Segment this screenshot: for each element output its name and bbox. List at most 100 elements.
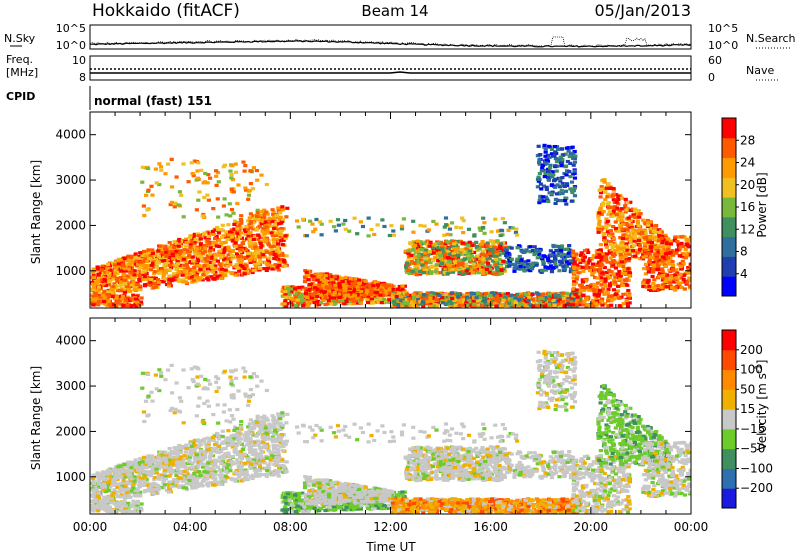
- power-cell: [323, 281, 328, 286]
- power-cell: [330, 275, 335, 279]
- power-cell: [411, 245, 417, 249]
- power-cell: [491, 259, 496, 263]
- power-cell: [387, 291, 392, 295]
- power-cell: [391, 300, 396, 304]
- power-cell: [142, 274, 147, 279]
- power-cell: [137, 303, 142, 307]
- power-cell: [271, 248, 277, 252]
- power-cell: [105, 277, 110, 281]
- power-cell: [622, 267, 627, 272]
- power-cell: [465, 254, 470, 258]
- power-cell: [453, 298, 458, 302]
- power-cell: [526, 298, 531, 303]
- power-cell: [549, 152, 554, 156]
- power-cell: [574, 277, 579, 281]
- power-cell: [217, 244, 222, 249]
- power-cell: [139, 260, 144, 264]
- power-cell: [466, 244, 471, 248]
- power-cell: [120, 297, 125, 301]
- power-cell: [592, 282, 597, 287]
- power-cell: [245, 227, 250, 231]
- power-cell: [515, 296, 520, 300]
- power-cell: [181, 255, 186, 259]
- power-cell: [553, 157, 558, 161]
- power-cell: [219, 276, 224, 280]
- power-cell: [213, 270, 218, 274]
- power-cell: [470, 271, 475, 275]
- power-cell: [328, 291, 333, 295]
- power-cell: [400, 287, 405, 291]
- power-cell: [239, 267, 244, 271]
- noise-tick-right-top: 10^5: [708, 22, 738, 35]
- power-cell: [333, 285, 338, 289]
- power-cell: [378, 293, 383, 297]
- power-cell: [530, 267, 535, 271]
- power-cell: [132, 269, 137, 273]
- power-cell: [623, 251, 629, 255]
- power-cell: [554, 160, 560, 164]
- power-cell: [261, 226, 266, 230]
- power-cell: [596, 216, 601, 220]
- noise-tick-right-bottom: 10^0: [708, 39, 738, 52]
- power-cell: [450, 293, 455, 297]
- power-cell: [462, 250, 467, 255]
- power-cell: [565, 254, 570, 258]
- power-cell: [349, 294, 354, 298]
- power-cell: [138, 251, 143, 255]
- power-cell: [194, 259, 199, 263]
- power-cell: [509, 257, 514, 261]
- power-cell: [326, 286, 332, 290]
- nsearch-label: N.Search: [746, 32, 796, 45]
- power-cell: [554, 265, 559, 269]
- power-cell: [570, 303, 576, 307]
- power-cell: [257, 256, 263, 260]
- power-cell: [223, 246, 228, 250]
- power-cell: [251, 214, 256, 218]
- power-cell: [258, 213, 263, 217]
- power-cell: [611, 297, 616, 301]
- power-cell: [192, 278, 197, 282]
- power-cell: [534, 263, 539, 267]
- power-cell: [247, 231, 252, 235]
- power-cell: [537, 172, 542, 176]
- power-cell: [172, 272, 177, 276]
- power-cell: [607, 284, 613, 288]
- power-cell: [468, 303, 473, 307]
- power-cell: [598, 267, 603, 271]
- power-cell: [206, 255, 211, 259]
- power-cell: [273, 225, 278, 229]
- power-cell: [624, 242, 629, 246]
- power-cell: [250, 270, 255, 275]
- power-cell: [536, 144, 541, 148]
- power-cell: [611, 278, 617, 282]
- power-cell: [624, 278, 629, 283]
- power-cell: [322, 279, 327, 283]
- power-cell: [482, 299, 487, 303]
- power-cell: [472, 296, 477, 300]
- power-cell: [308, 293, 313, 297]
- power-cell: [428, 304, 433, 308]
- power-cell: [412, 261, 417, 265]
- power-cell: [112, 263, 118, 267]
- power-cell: [602, 265, 607, 270]
- power-cell: [436, 248, 442, 252]
- power-cell: [240, 241, 246, 245]
- power-cell: [589, 265, 594, 269]
- power-cell: [280, 302, 285, 306]
- power-cell: [545, 153, 550, 157]
- power-cell: [515, 265, 520, 269]
- power-cell: [162, 248, 167, 252]
- power-cell: [554, 244, 559, 248]
- power-cell: [475, 254, 480, 258]
- power-cell: [327, 284, 332, 289]
- power-cell: [530, 293, 535, 297]
- power-cell: [213, 228, 218, 232]
- power-cell: [253, 264, 259, 269]
- power-cell: [467, 298, 472, 302]
- power-cell: [131, 280, 136, 284]
- power-cell: [457, 304, 462, 308]
- power-cell: [443, 243, 448, 247]
- power-cell: [242, 266, 247, 270]
- power-cell: [276, 242, 281, 246]
- power-cell: [428, 260, 433, 265]
